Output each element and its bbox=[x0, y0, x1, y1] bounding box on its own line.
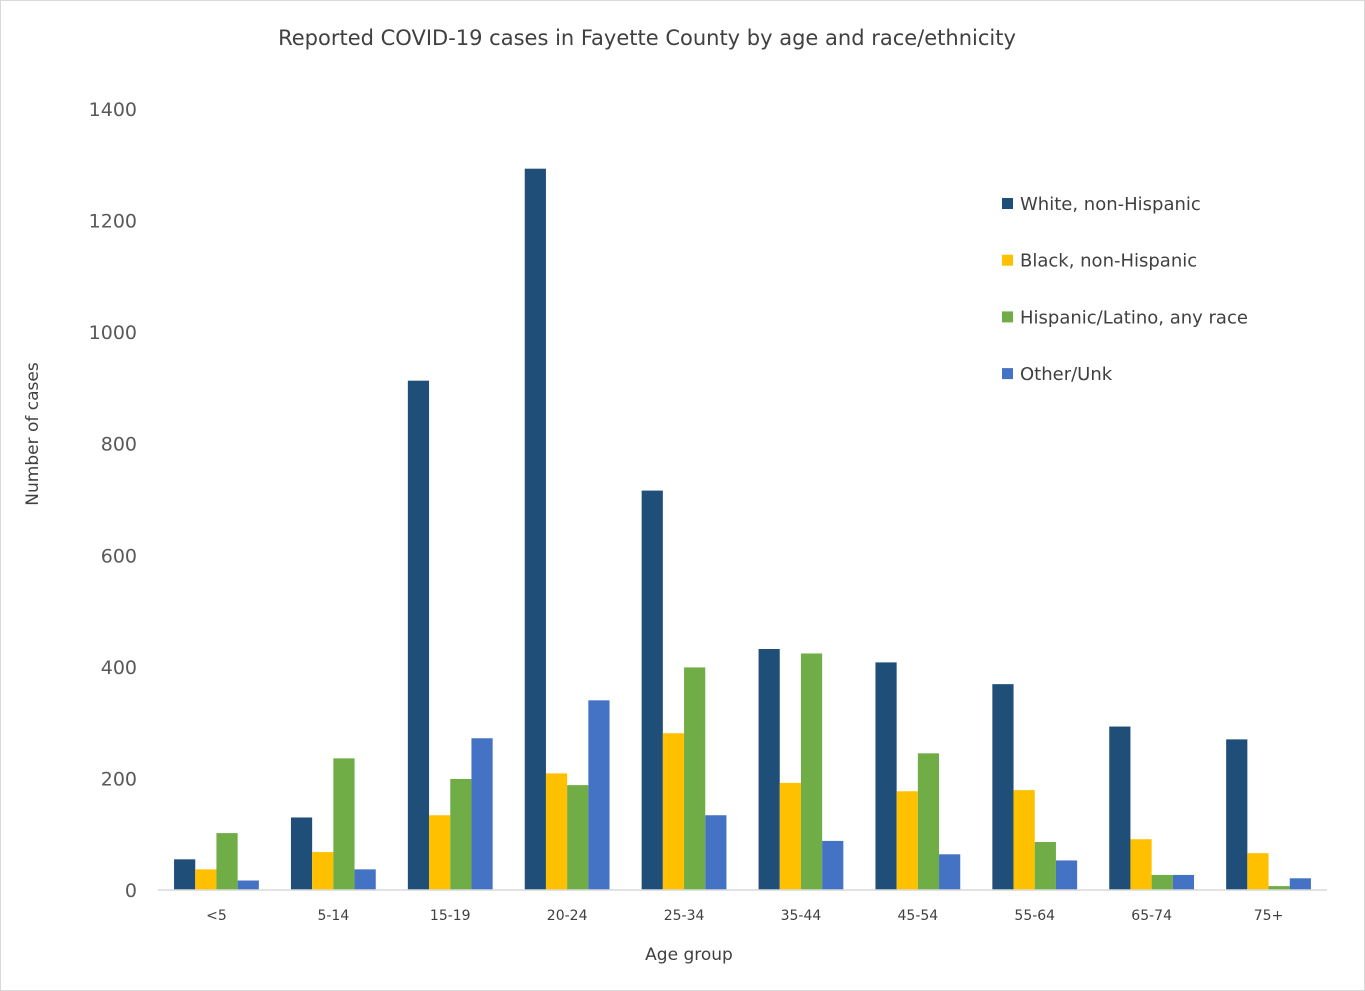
bar bbox=[875, 662, 897, 890]
bars bbox=[174, 168, 1311, 890]
bar bbox=[1226, 739, 1248, 890]
bar bbox=[588, 700, 610, 890]
legend-swatch bbox=[1002, 254, 1013, 266]
y-tick-label: 1000 bbox=[89, 322, 137, 344]
bar bbox=[1034, 842, 1056, 890]
bar bbox=[1130, 839, 1152, 890]
legend: White, non-Hispanic Black, non-Hispanic Hi… bbox=[1002, 194, 1248, 385]
legend-swatch bbox=[1002, 311, 1013, 323]
x-axis-ticks: <5 5-14 15-19 20-24 25-34 35-44 45-54 55-64 65-7… bbox=[206, 908, 1283, 924]
bar bbox=[1172, 874, 1195, 890]
y-tick-label: 800 bbox=[101, 434, 137, 456]
x-tick-label: 75+ bbox=[1254, 908, 1284, 924]
bar bbox=[1289, 878, 1311, 890]
x-tick-label: 65-74 bbox=[1131, 908, 1172, 924]
bar bbox=[407, 380, 430, 890]
bar bbox=[333, 758, 355, 890]
legend-label: Other/Unk bbox=[1020, 364, 1113, 385]
bar bbox=[567, 785, 589, 890]
bar bbox=[779, 782, 801, 890]
bar bbox=[800, 653, 823, 890]
y-tick-label: 1400 bbox=[89, 99, 137, 121]
bar bbox=[471, 738, 493, 890]
bar bbox=[290, 817, 313, 890]
x-tick-label: 15-19 bbox=[430, 908, 471, 924]
x-tick-label: 55-64 bbox=[1014, 908, 1055, 924]
bar bbox=[1151, 874, 1173, 890]
bar bbox=[939, 854, 961, 890]
bar bbox=[1247, 853, 1269, 890]
bar bbox=[545, 773, 568, 890]
bar bbox=[684, 667, 706, 890]
bar bbox=[429, 815, 451, 890]
y-tick-label: 0 bbox=[125, 880, 137, 902]
bar bbox=[216, 833, 238, 890]
legend-swatch bbox=[1002, 198, 1013, 209]
x-tick-label: 5-14 bbox=[317, 908, 349, 924]
x-axis-label: Age group bbox=[645, 945, 733, 965]
legend-label: Hispanic/Latino, any race bbox=[1020, 307, 1248, 328]
chart-title: Reported COVID-19 cases in Fayette Count… bbox=[278, 26, 1016, 50]
bar bbox=[896, 791, 918, 890]
bar bbox=[705, 815, 727, 890]
legend-swatch bbox=[1002, 368, 1013, 380]
x-tick-label: 35-44 bbox=[781, 908, 822, 924]
y-tick-label: 400 bbox=[101, 657, 137, 679]
bar bbox=[450, 778, 472, 890]
bar bbox=[641, 490, 663, 890]
bar bbox=[1055, 860, 1078, 890]
bar bbox=[992, 684, 1014, 890]
y-axis-ticks: 0 200 400 600 800 1000 1200 1400 bbox=[89, 99, 137, 902]
bar bbox=[195, 869, 217, 890]
bar bbox=[312, 852, 334, 890]
bar bbox=[1013, 790, 1035, 890]
legend-label: Black, non-Hispanic bbox=[1020, 251, 1197, 272]
x-tick-label: 45-54 bbox=[898, 908, 939, 924]
bar bbox=[917, 753, 940, 890]
bar bbox=[662, 733, 685, 890]
bar bbox=[758, 649, 780, 890]
bar bbox=[237, 880, 259, 890]
x-tick-label: 25-34 bbox=[664, 908, 705, 924]
bar bbox=[524, 168, 546, 890]
x-tick-label: <5 bbox=[206, 908, 227, 924]
legend-label: White, non-Hispanic bbox=[1020, 194, 1201, 215]
bar bbox=[1268, 886, 1290, 890]
bar bbox=[174, 859, 196, 890]
x-tick-label: 20-24 bbox=[547, 908, 588, 924]
bar bbox=[822, 840, 844, 890]
y-tick-label: 600 bbox=[101, 545, 137, 567]
y-tick-label: 200 bbox=[101, 768, 137, 790]
y-tick-label: 1200 bbox=[89, 211, 137, 233]
bar bbox=[354, 869, 376, 890]
bar bbox=[1109, 726, 1131, 890]
y-axis-label: Number of cases bbox=[23, 362, 43, 506]
